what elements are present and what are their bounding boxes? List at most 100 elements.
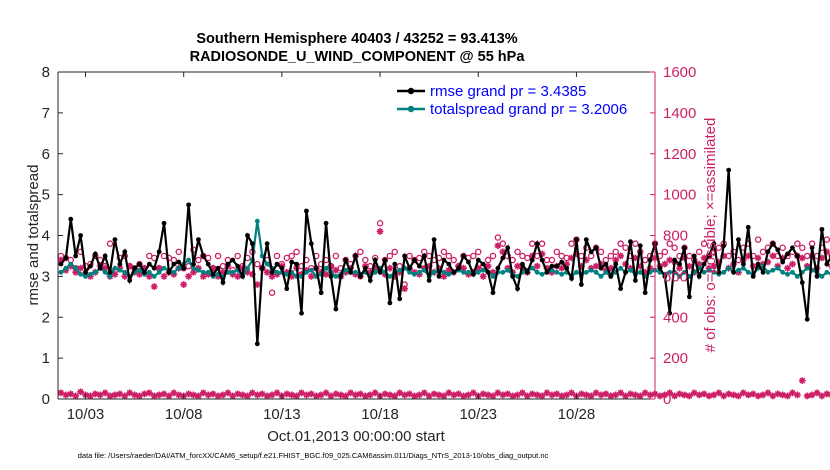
- rmse-point: [809, 245, 815, 251]
- rmse-point: [333, 306, 339, 312]
- rmse-point: [672, 257, 678, 263]
- rmse-point: [88, 263, 93, 269]
- totalspread-point: [73, 265, 79, 271]
- obs-low-point: [352, 391, 359, 399]
- obs-possible-point: [779, 244, 786, 252]
- obs-low-point: [828, 391, 830, 398]
- rmse-point: [682, 245, 687, 251]
- rmse-point: [235, 263, 241, 269]
- obs-possible-point: [695, 248, 703, 256]
- legend-rmse-label: rmse grand pr = 3.4385: [430, 83, 586, 100]
- totalspread-point: [618, 265, 624, 271]
- rmse-point: [461, 253, 466, 259]
- rmse-point: [117, 261, 123, 267]
- totalspread-point: [333, 273, 339, 279]
- rmse-point: [790, 245, 795, 251]
- totalspread-point: [726, 265, 732, 271]
- rmse-point: [299, 310, 304, 316]
- obs-possible-point: [632, 240, 639, 247]
- rmse-point: [632, 278, 638, 283]
- rmse-point: [407, 265, 412, 271]
- obs-low-point: [234, 390, 242, 398]
- rmse-point: [559, 259, 565, 265]
- obs-low-point: [204, 391, 212, 399]
- obs-low-point: [283, 390, 291, 398]
- rmse-point: [578, 282, 584, 287]
- obs-low-point: [185, 390, 192, 398]
- totalspread-point: [353, 269, 358, 275]
- totalspread-point: [92, 269, 98, 275]
- y-right-tick-label: 1600: [663, 64, 696, 81]
- obs-possible-point: [597, 248, 605, 256]
- rmse-point: [289, 259, 295, 265]
- totalspread-point: [88, 271, 93, 277]
- rmse-point: [520, 261, 525, 267]
- obs-assimilated-point: [401, 285, 409, 293]
- obs-possible-point: [470, 252, 477, 260]
- rmse-point: [775, 247, 781, 253]
- obs-possible-point: [195, 256, 202, 264]
- obs-low-point: [803, 392, 811, 400]
- obs-low-point: [798, 377, 806, 385]
- totalspread-point: [176, 265, 182, 271]
- totalspread-point: [588, 267, 594, 273]
- rmse-point: [701, 261, 707, 267]
- totalspread-point: [230, 269, 236, 275]
- totalspread-point: [254, 218, 260, 224]
- rmse-point: [225, 261, 231, 267]
- obs-low-point: [489, 392, 497, 400]
- rmse-point: [127, 278, 133, 283]
- rmse-point: [146, 261, 152, 267]
- rmse-point: [696, 273, 702, 279]
- obs-possible-point: [106, 240, 114, 247]
- y-right-tick-label: 400: [663, 309, 688, 326]
- obs-low-point: [627, 390, 634, 398]
- obs-assimilated-point: [784, 264, 791, 272]
- rmse-point: [377, 269, 383, 275]
- rmse-point: [372, 257, 378, 263]
- rmse-point: [431, 237, 437, 242]
- obs-possible-point: [799, 244, 806, 252]
- totalspread-point: [274, 269, 280, 275]
- obs-low-point: [332, 390, 340, 398]
- obs-possible-point: [293, 248, 300, 256]
- rmse-point: [362, 265, 368, 271]
- totalspread-point: [191, 265, 196, 271]
- totalspread-point: [397, 267, 403, 273]
- obs-possible-point: [700, 240, 708, 247]
- rmse-point: [412, 257, 417, 263]
- totalspread-point: [323, 265, 329, 271]
- obs-low-point: [391, 392, 399, 400]
- rmse-point: [539, 257, 545, 263]
- rmse-point: [657, 265, 663, 271]
- rmse-point: [176, 259, 182, 265]
- rmse-point: [628, 239, 633, 245]
- rmse-point: [156, 249, 162, 255]
- rmse-point: [392, 261, 398, 267]
- rmse-point: [564, 265, 570, 271]
- obs-assimilated-point: [617, 252, 625, 260]
- obs-low-point: [469, 389, 477, 397]
- rmse-point: [574, 237, 579, 242]
- obs-possible-point: [440, 248, 448, 256]
- obs-low-point: [671, 392, 679, 400]
- rmse-point: [544, 269, 550, 275]
- rmse-point: [171, 261, 177, 267]
- obs-low-point: [538, 392, 546, 400]
- totalspread-point: [107, 273, 113, 279]
- obs-possible-point: [489, 252, 497, 260]
- rmse-point: [382, 257, 388, 263]
- obs-low-point: [253, 391, 261, 399]
- totalspread-point: [677, 273, 682, 279]
- rmse-point: [647, 257, 653, 263]
- totalspread-point: [706, 267, 712, 273]
- obs-possible-point: [376, 219, 384, 227]
- totalspread-point: [200, 269, 206, 275]
- obs-low-point: [754, 392, 762, 400]
- rmse-point: [102, 253, 108, 259]
- obs-low-point: [219, 391, 227, 399]
- totalspread-point: [628, 267, 633, 273]
- totalspread-point: [775, 265, 781, 271]
- obs-possible-point: [288, 252, 295, 260]
- obs-low-point: [744, 391, 752, 399]
